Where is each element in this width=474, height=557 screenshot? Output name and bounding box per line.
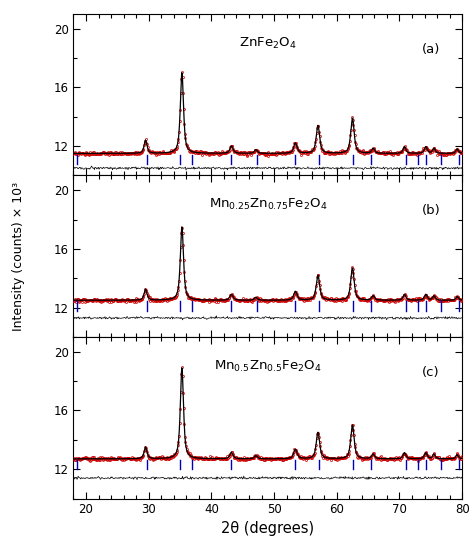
Text: (b): (b) [422,204,440,217]
Text: Intensity (counts) × 10³: Intensity (counts) × 10³ [12,182,25,331]
Text: (c): (c) [422,366,440,379]
Text: Mn$_{0.5}$Zn$_{0.5}$Fe$_2$O$_4$: Mn$_{0.5}$Zn$_{0.5}$Fe$_2$O$_4$ [214,359,322,374]
Text: Mn$_{0.25}$Zn$_{0.75}$Fe$_2$O$_4$: Mn$_{0.25}$Zn$_{0.75}$Fe$_2$O$_4$ [209,197,327,212]
Text: ZnFe$_2$O$_4$: ZnFe$_2$O$_4$ [239,36,297,51]
X-axis label: 2θ (degrees): 2θ (degrees) [221,521,314,535]
Text: (a): (a) [422,43,440,56]
